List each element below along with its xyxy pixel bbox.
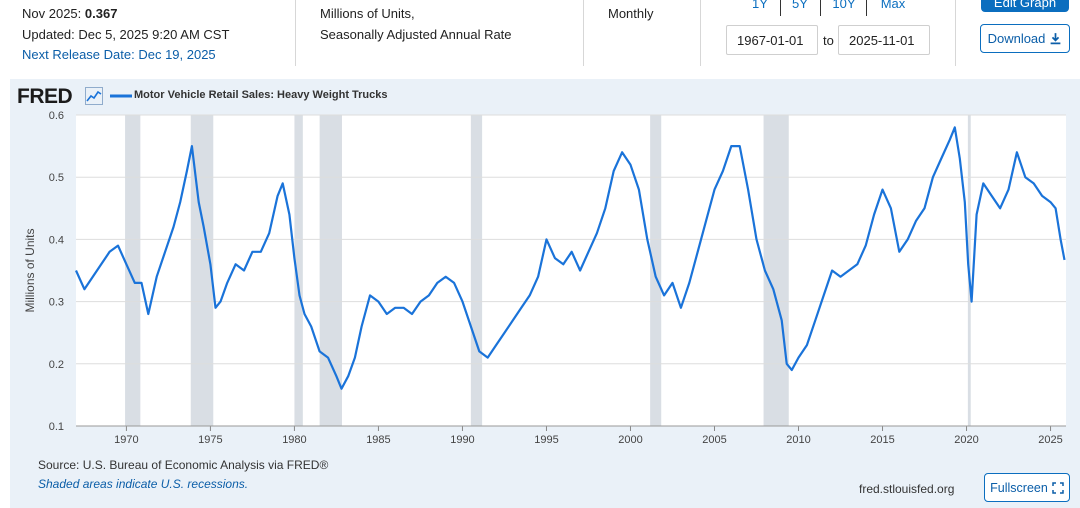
y-tick-label: 0.1 — [49, 421, 64, 433]
frequency-text: Monthly — [608, 6, 654, 21]
x-tick-label: 2005 — [702, 434, 726, 446]
x-tick-label: 2020 — [954, 434, 978, 446]
x-tick-label: 2015 — [870, 434, 894, 446]
fullscreen-icon — [1052, 481, 1064, 494]
start-date-input[interactable] — [726, 25, 818, 55]
edit-graph-button[interactable]: Edit Graph — [981, 0, 1069, 12]
units-line-1: Millions of Units, — [320, 6, 415, 21]
y-tick-label: 0.4 — [49, 234, 64, 246]
x-tick-label: 1990 — [450, 434, 474, 446]
edit-graph-label: Edit Graph — [993, 0, 1057, 10]
shaded-areas-note: Shaded areas indicate U.S. recessions. — [38, 477, 249, 491]
y-tick-label: 0.5 — [49, 172, 64, 184]
recession-band — [470, 115, 483, 426]
x-tick-label: 1970 — [114, 434, 138, 446]
download-label: Download — [987, 31, 1046, 46]
y-tick-label: 0.3 — [49, 297, 64, 309]
legend-line-swatch — [110, 94, 132, 98]
recession-band — [763, 115, 789, 426]
latest-label: Nov 2025: — [22, 6, 82, 21]
fullscreen-button[interactable]: Fullscreen — [984, 473, 1070, 502]
download-icon — [1051, 33, 1061, 45]
x-tick-label: 2025 — [1038, 434, 1062, 446]
x-tick-label: 1980 — [282, 434, 306, 446]
x-tick-label: 2010 — [786, 434, 810, 446]
units-line-2: Seasonally Adjusted Annual Rate — [320, 27, 512, 42]
y-tick-label: 0.2 — [49, 359, 64, 371]
end-date-input[interactable] — [838, 25, 930, 55]
recession-band — [319, 115, 342, 426]
plot-area — [76, 115, 1066, 426]
fred-logo-graph-icon — [85, 87, 103, 105]
latest-value: 0.367 — [84, 6, 118, 21]
source-text: Source: U.S. Bureau of Economic Analysis… — [38, 458, 329, 472]
header-divider — [955, 0, 956, 66]
chart-title: Motor Vehicle Retail Sales: Heavy Weight… — [134, 89, 388, 101]
header-divider — [583, 0, 584, 66]
x-tick-label: 2000 — [618, 434, 642, 446]
x-tick-label: 1985 — [366, 434, 390, 446]
header-divider — [700, 0, 701, 66]
range-10y-button[interactable]: 10Y — [832, 0, 856, 11]
latest-observation: Nov 2025: 0.367 — [22, 6, 117, 21]
range-5y-button[interactable]: 5Y — [792, 0, 808, 11]
range-max-button[interactable]: Max — [880, 0, 906, 11]
recession-band — [125, 115, 141, 426]
updated-text: Updated: Dec 5, 2025 9:20 AM CST — [22, 27, 230, 42]
recession-band — [190, 115, 214, 426]
recession-band — [294, 115, 303, 426]
series-line — [74, 126, 1066, 390]
site-url: fred.stlouisfed.org — [859, 482, 955, 496]
download-button[interactable]: Download — [980, 24, 1070, 53]
range-1y-button[interactable]: 1Y — [752, 0, 768, 11]
next-release-text: Next Release Date: Dec 19, 2025 — [22, 47, 216, 62]
recession-band — [650, 115, 662, 426]
to-label: to — [823, 33, 834, 48]
line-chart: 0.1 0.2 0.3 0.4 0.5 0.6 1970 1975 1980 1985 1990 19… — [23, 110, 1066, 446]
y-axis-label: Millions of Units — [23, 228, 37, 312]
header-divider — [295, 0, 296, 66]
x-tick-label: 1995 — [534, 434, 558, 446]
fred-logo: FRED — [17, 85, 73, 108]
fullscreen-label: Fullscreen — [990, 480, 1048, 495]
x-tick-label: 1975 — [198, 434, 222, 446]
y-tick-label: 0.6 — [49, 110, 64, 122]
